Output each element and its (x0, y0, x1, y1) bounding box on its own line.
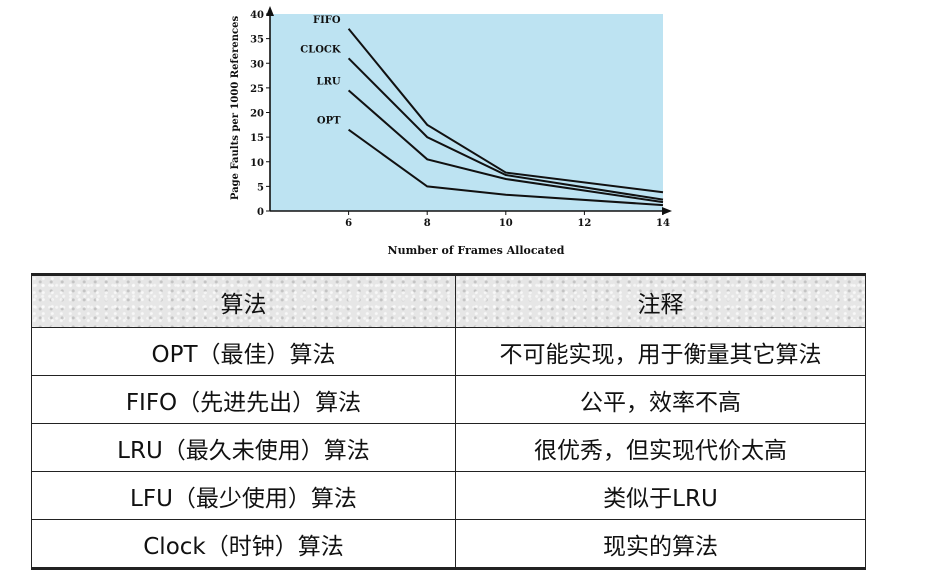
table-row: FIFO（先进先出）算法 公平，效率不高 (31, 375, 866, 424)
y-tick-label: 0 (257, 207, 264, 218)
y-tick-label: 10 (250, 158, 264, 169)
plot-area (270, 14, 663, 211)
x-tick-label: 6 (345, 218, 352, 229)
series-label-clock: CLOCK (300, 44, 341, 55)
y-tick-label: 5 (257, 182, 264, 193)
algorithm-cell: Clock（时钟）算法 (31, 519, 456, 569)
header-algorithm: 算法 (31, 274, 456, 328)
y-tick-label: 30 (250, 59, 264, 70)
algorithm-cell: FIFO（先进先出）算法 (31, 375, 456, 424)
series-label-lru: LRU (317, 76, 341, 87)
series-line-lru (347, 89, 664, 204)
y-tick-label: 15 (250, 133, 264, 144)
note-cell: 现实的算法 (455, 519, 866, 569)
table-row: LFU（最少使用）算法 类似于LRU (31, 471, 866, 520)
y-tick-label: 25 (250, 84, 264, 95)
algorithm-cell: OPT（最佳）算法 (31, 327, 456, 376)
algorithm-table: 算法 注释 OPT（最佳）算法 不可能实现，用于衡量其它算法 FIFO（先进先出… (31, 273, 866, 570)
x-tick-label: 8 (424, 218, 431, 229)
y-tick-label: 35 (250, 35, 264, 46)
header-notes: 注释 (455, 274, 866, 328)
note-cell: 公平，效率不高 (455, 375, 866, 424)
series-label-opt: OPT (317, 116, 341, 127)
x-tick-label: 12 (577, 218, 591, 229)
series-line-opt (348, 128, 664, 207)
x-axis-label: Number of Frames Allocated (388, 244, 565, 257)
series-line-clock (347, 57, 664, 201)
note-cell: 很优秀，但实现代价太高 (455, 423, 866, 472)
y-tick-label: 40 (250, 10, 264, 21)
y-tick-label: 20 (250, 109, 264, 120)
table-header-row: 算法 注释 (31, 274, 866, 328)
series-label-fifo: FIFO (313, 15, 341, 26)
algorithm-cell: LRU（最久未使用）算法 (31, 423, 456, 472)
y-axis-label: Page Faults per 1000 References (230, 16, 241, 201)
series-line-fifo (347, 28, 664, 194)
table-row: LRU（最久未使用）算法 很优秀，但实现代价太高 (31, 423, 866, 472)
algorithm-cell: LFU（最少使用）算法 (31, 471, 456, 520)
x-tick-label: 14 (656, 218, 670, 229)
x-tick-label: 10 (499, 218, 513, 229)
note-cell: 不可能实现，用于衡量其它算法 (455, 327, 866, 376)
page-fault-chart: 0 5 10 15 20 25 30 35 40 6 8 10 12 14 FIFO CLOCK LRU OP… (230, 6, 672, 257)
table-row: OPT（最佳）算法 不可能实现，用于衡量其它算法 (31, 327, 866, 376)
table-row: Clock（时钟）算法 现实的算法 (31, 519, 866, 569)
note-cell: 类似于LRU (455, 471, 866, 520)
x-axis-arrow (662, 207, 672, 215)
